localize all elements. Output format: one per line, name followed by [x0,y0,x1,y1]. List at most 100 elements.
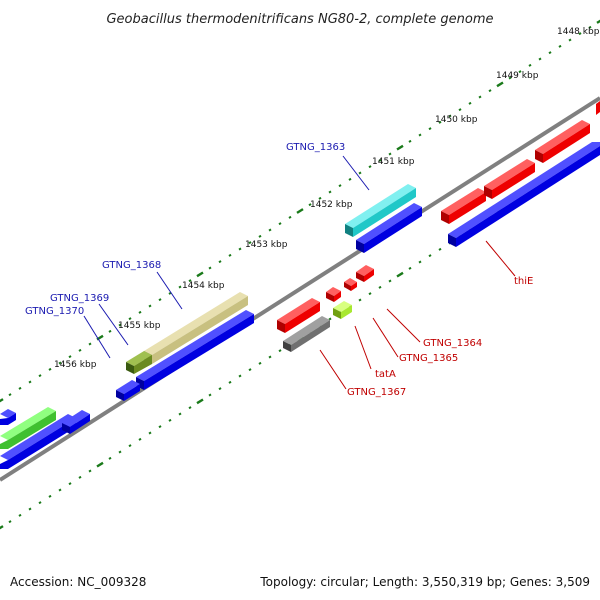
kbp-label-1456: 1456 kbp [54,360,97,370]
gene-gtng-1370[interactable] [116,380,140,401]
scale-tick [396,271,404,278]
gene-block-red-3[interactable] [535,120,590,163]
scale-tick [96,461,104,468]
scale-tick [248,368,252,372]
scale-tick [328,190,332,194]
scale-tick [358,298,362,302]
scale-tick [408,139,412,143]
scale-tick [178,412,182,416]
scale-tick [238,374,242,378]
scale-tick [196,271,204,278]
label-gtng-1364: GTNG_1364 [423,338,482,349]
gene-block-blue-5[interactable] [62,410,90,434]
scale-tick [108,456,112,460]
kbp-label-1452: 1452 kbp [310,200,353,210]
gene-gtng-1367[interactable] [283,316,330,352]
scale-tick [428,127,432,131]
label-gtng-1365: GTNG_1365 [399,353,458,364]
scale-tick [88,469,92,473]
scale-tick [418,133,422,137]
scale-tick [288,215,292,219]
scale-tick [68,355,72,359]
scale-tick [378,158,382,162]
scale-tick [196,398,204,405]
scale-tick [18,513,22,517]
scale-tick [188,406,192,410]
scale-tick [0,525,4,530]
scale-tick [568,38,572,42]
gene-block-red-6[interactable] [344,278,357,291]
scale-tick [558,44,562,48]
gene-block-blue-4[interactable] [0,414,76,469]
scale-tick [448,114,452,118]
label-gtng-1369: GTNG_1369 [50,293,109,304]
scale-tick [438,247,442,251]
gene-features [0,101,600,469]
scale-tick [68,482,72,486]
scale-tick [158,425,162,429]
scale-tick [128,317,132,321]
scale-tick [8,393,12,397]
scale-tick [348,177,352,181]
gene-tata[interactable] [333,301,352,319]
genome-backbone [0,96,600,482]
leader-lines [83,155,516,390]
scale-tick [38,501,42,505]
scale-tick [388,279,392,283]
scale-tick [488,89,492,93]
scale-tick [228,253,232,257]
kbp-label-1451: 1451 kbp [372,157,415,167]
scale-tick [58,488,62,492]
scale-tick [418,260,422,264]
gene-block-green[interactable] [0,407,56,449]
scale-tick [596,19,600,24]
scale-tick [308,203,312,207]
gene-block-red-4[interactable] [277,298,320,333]
scale-tick [508,76,512,80]
scale-tick [138,310,142,314]
scale-tick [218,260,222,264]
gene-gtng-1369[interactable] [126,351,152,374]
scale-tick [258,234,262,238]
scale-tick [188,279,192,283]
scale-tick [118,450,122,454]
scale-tick [428,254,432,258]
scale-tick [218,387,222,391]
gene-block-red-1[interactable] [441,188,486,224]
scale-tick [18,386,22,390]
scale-tick [0,398,4,403]
scale-tick [78,348,82,352]
scale-tick [118,323,122,327]
scale-tick [318,196,322,200]
kbp-label-1450: 1450 kbp [435,115,478,125]
gene-block-blue-1[interactable] [448,142,600,247]
gene-block-blue-3[interactable] [136,310,254,390]
scale-tick [278,222,282,226]
gene-block-red-5[interactable] [326,287,341,302]
gene-block-red-7[interactable] [356,265,374,282]
scale-tick [496,81,504,88]
scale-tick [138,437,142,441]
scale-tick [108,329,112,333]
scale-tick [58,361,62,365]
scale-tick [258,361,262,365]
gene-block[interactable] [596,101,600,115]
outer-scale [0,19,600,403]
scale-tick [578,32,582,36]
scale-tick [128,444,132,448]
scale-tick [238,247,242,251]
gene-gtng-1363[interactable] [345,184,416,237]
scale-tick [48,494,52,498]
scale-tick [368,165,372,169]
scale-tick [396,144,404,151]
scale-tick [518,70,522,74]
label-gtng-1367: GTNG_1367 [347,387,406,398]
gene-block-red-2[interactable] [484,159,535,199]
label-thie: thiE [514,276,533,287]
map-title: Geobacillus thermodenitrificans NG80-2, … [106,12,493,27]
scale-tick [38,374,42,378]
gene-block-blue-2[interactable] [356,203,422,253]
gene-block-blue-6[interactable] [0,409,16,425]
scale-tick [8,520,12,524]
